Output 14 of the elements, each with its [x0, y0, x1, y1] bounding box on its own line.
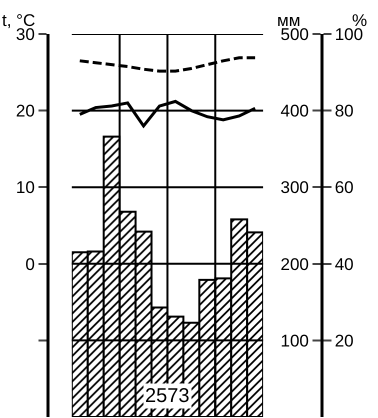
y3-tick-label: 100 — [334, 24, 364, 44]
y3-tick-label: 40 — [334, 254, 354, 274]
y2-tick-label: 300 — [280, 178, 309, 198]
y3-tick-label: 60 — [334, 178, 354, 198]
y2-tick-label: 200 — [280, 254, 309, 274]
y2-tick-label: 400 — [280, 102, 309, 121]
annotation: 2573 — [145, 385, 190, 407]
y-tick-label: 20 — [16, 102, 35, 121]
y3-tick-label: 80 — [334, 102, 354, 121]
y2-tick-label: 500 — [280, 24, 309, 44]
y-tick-label: 10 — [16, 178, 35, 198]
y3-tick-label: 20 — [334, 331, 354, 350]
y-tick-label: 0 — [25, 254, 35, 274]
y2-tick-label: 100 — [280, 331, 309, 350]
